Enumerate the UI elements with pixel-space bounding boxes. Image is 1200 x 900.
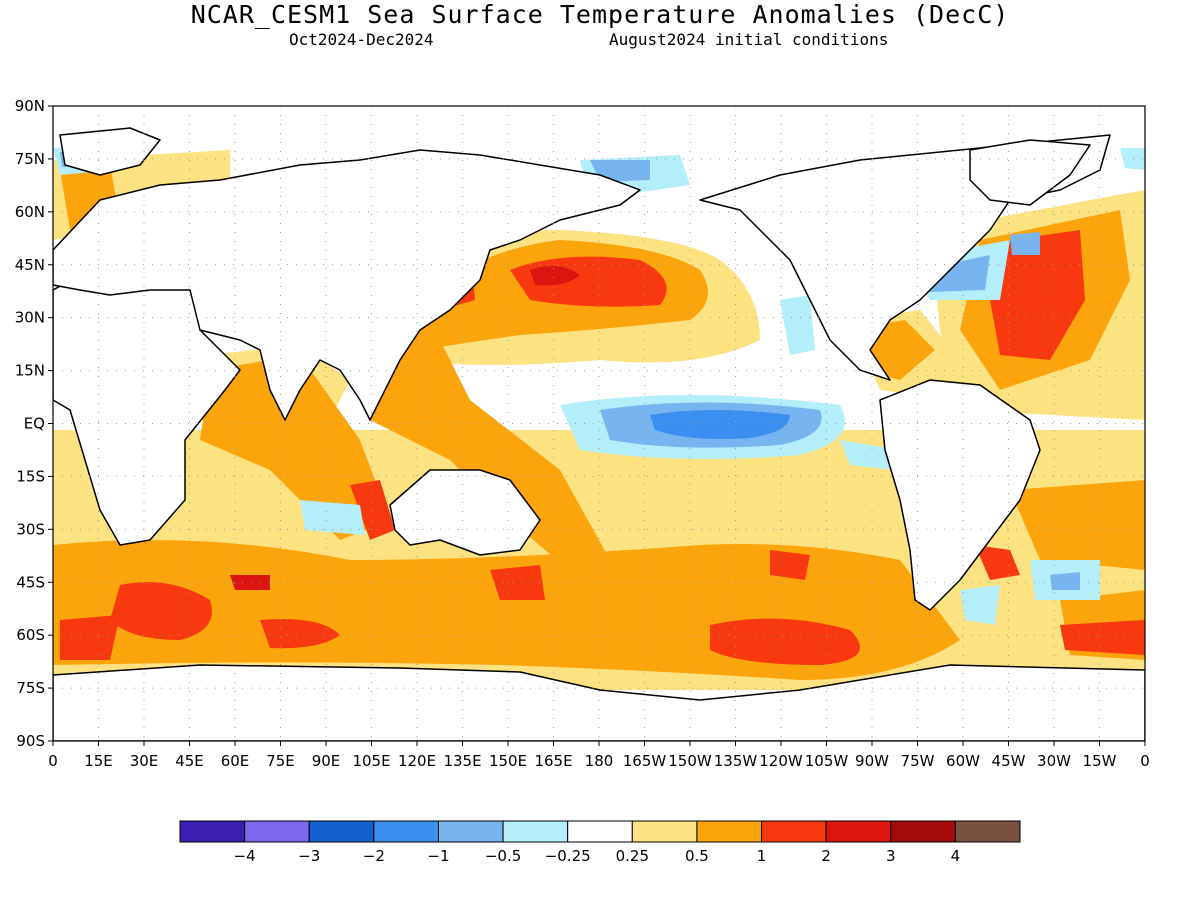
lon-label: 90E [312,752,341,770]
greenland [969,139,1091,206]
lon-label: 165E [534,752,572,770]
lon-label: 0 [1140,752,1150,770]
lon-label: 165W [623,752,667,770]
colorbar-label: −2 [363,847,385,865]
colorbar-segment [954,820,1021,843]
colorbar-label: 1 [757,847,767,865]
lon-label: 0 [48,752,58,770]
lon-label: 150E [489,752,527,770]
latitude-axis: 90N 75N 60N 45N 30N 15N EQ 15S 30S 45S 60S 75S 90S [15,97,53,750]
eurasia [53,149,641,421]
lon-label: 30W [1037,752,1071,770]
lon-label: 90W [855,752,889,770]
lon-label: 105W [805,752,849,770]
colorbar-label: 2 [821,847,831,865]
lat-label: 30N [15,309,45,327]
lon-label: 60E [221,752,250,770]
lat-label: 60N [15,203,45,221]
lon-label: 150W [668,752,712,770]
colorbar-segment [631,820,698,843]
initial-conditions: August2024 initial conditions [609,30,889,49]
lat-label: 15N [15,362,45,380]
colorbar-segment [567,820,633,843]
colorbar-segment [696,820,763,843]
antarctica [53,664,1145,741]
australia [389,469,541,556]
anomaly-neg-1 [650,410,790,439]
lon-label: 45W [992,752,1026,770]
lon-label: 75W [901,752,935,770]
map-title: NCAR_CESM1 Sea Surface Temperature Anoma… [190,0,1010,29]
lat-label: 90N [15,97,45,115]
lon-label: 120E [398,752,436,770]
lon-label: 135E [443,752,481,770]
lon-label: 75E [266,752,295,770]
colorbar-segment [437,820,504,843]
colorbar-segment [825,820,892,843]
lon-label: 120W [759,752,803,770]
lon-label: 105E [352,752,390,770]
colorbar-label: −0.5 [485,847,521,865]
colorbar-segment [890,820,956,843]
lon-label: 15W [1083,752,1117,770]
lat-label: 75S [16,679,45,697]
lon-label: 60W [946,752,980,770]
colorbar-label: 0.25 [616,847,649,865]
lat-label: 60S [16,626,45,644]
colorbar-segment [373,820,439,843]
colorbar-segment [308,820,375,843]
lat-label: 15S [16,467,45,485]
colorbar-segment [761,820,827,843]
lon-label: 15E [84,752,113,770]
colorbar-segment [244,820,310,843]
colorbar-label: 3 [886,847,896,865]
coastlines [53,127,1145,741]
lat-label: EQ [24,415,45,433]
color-scale-bar: −4 −3 −2 −1 −0.5 −0.25 0.25 0.5 1 2 3 4 [179,820,1021,865]
colorbar-label: −3 [298,847,320,865]
colorbar-label: −4 [234,847,256,865]
lon-label: 180 [585,752,614,770]
colorbar-label: 0.5 [685,847,709,865]
lon-label: 30E [130,752,159,770]
lat-lon-grid [53,106,1145,741]
colorbar-segment [502,820,569,843]
colorbar-label: −0.25 [545,847,591,865]
longitude-axis: 0 15E 30E 45E 60E 75E 90E 105E 120E 135E 150E 165E 1… [48,741,1150,770]
lat-label: 45S [16,573,45,591]
lat-label: 45N [15,256,45,274]
colorbar-label: −1 [427,847,449,865]
south-america [879,379,1041,611]
lon-label: 135W [714,752,758,770]
lat-label: 30S [16,520,45,538]
lat-label: 90S [16,732,45,750]
colorbar-label: 4 [951,847,961,865]
lon-label: 45E [175,752,204,770]
forecast-period: Oct2024-Dec2024 [289,30,434,49]
lat-label: 75N [15,150,45,168]
greenland-west [59,127,161,176]
colorbar-segment [179,820,246,843]
anomaly-field [53,145,1145,690]
